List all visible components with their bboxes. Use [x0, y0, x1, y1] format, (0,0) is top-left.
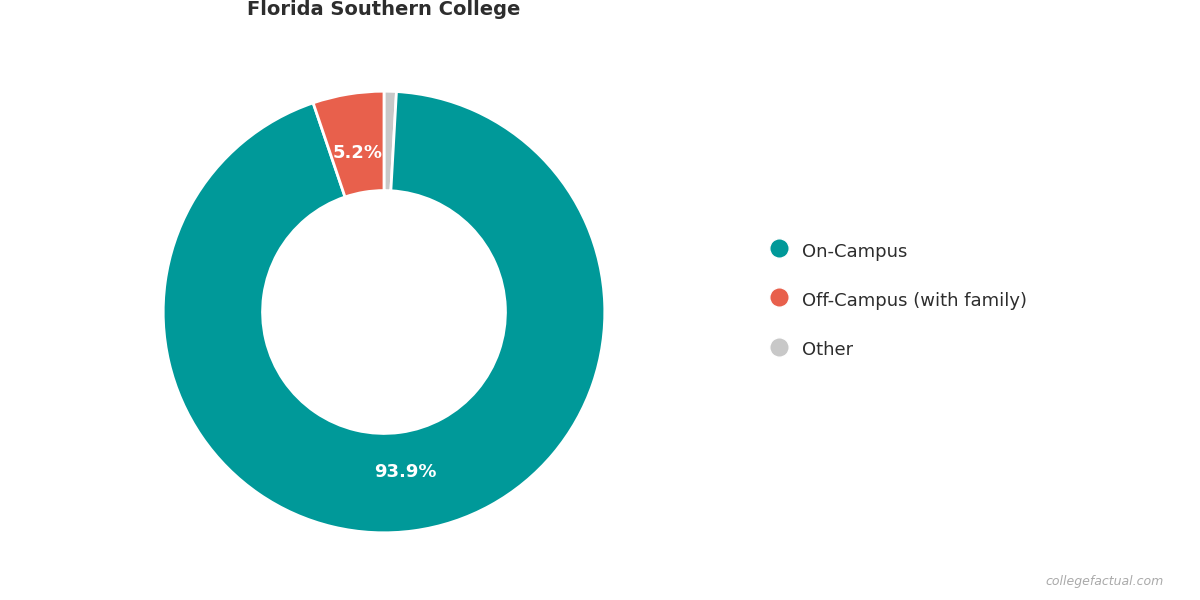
Text: 5.2%: 5.2% [332, 144, 383, 162]
Wedge shape [384, 91, 396, 191]
Text: 93.9%: 93.9% [374, 463, 437, 481]
Title: Freshmen Living Arrangements at
Florida Southern College: Freshmen Living Arrangements at Florida … [197, 0, 571, 19]
Text: collegefactual.com: collegefactual.com [1045, 575, 1164, 588]
Legend: On-Campus, Off-Campus (with family), Other: On-Campus, Off-Campus (with family), Oth… [752, 222, 1045, 378]
Wedge shape [163, 92, 605, 533]
Wedge shape [313, 91, 384, 197]
